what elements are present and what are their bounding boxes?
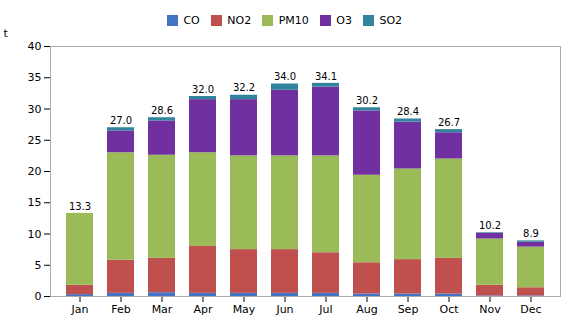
svg-text:Mar: Mar: [152, 303, 173, 316]
svg-text:32.0: 32.0: [192, 84, 214, 95]
svg-text:28.6: 28.6: [151, 105, 173, 116]
svg-text:20: 20: [28, 165, 42, 178]
svg-text:35: 35: [28, 71, 42, 84]
svg-text:34.1: 34.1: [315, 71, 337, 82]
svg-text:8.9: 8.9: [523, 228, 539, 239]
svg-text:Jul: Jul: [318, 303, 332, 316]
svg-text:Aug: Aug: [356, 303, 377, 316]
svg-text:Nov: Nov: [479, 303, 501, 316]
svg-text:27.0: 27.0: [110, 115, 132, 126]
svg-text:28.4: 28.4: [397, 106, 419, 117]
svg-text:5: 5: [35, 259, 42, 272]
svg-text:13.3: 13.3: [69, 201, 91, 212]
svg-text:t: t: [4, 27, 9, 40]
html-text:NO2: NO2: [227, 14, 252, 27]
svg-text:May: May: [233, 303, 256, 316]
svg-text:10.2: 10.2: [479, 220, 501, 231]
svg-text:Dec: Dec: [520, 303, 541, 316]
svg-text:Jan: Jan: [71, 303, 89, 316]
svg-text:Sep: Sep: [398, 303, 419, 316]
svg-text:40: 40: [28, 40, 42, 53]
svg-text:10: 10: [28, 228, 42, 241]
svg-text:26.7: 26.7: [438, 117, 460, 128]
html-text:O3: O3: [336, 14, 352, 27]
svg-text:34.0: 34.0: [274, 71, 296, 82]
svg-text:30: 30: [28, 103, 42, 116]
html-text:PM10: PM10: [278, 14, 309, 27]
svg-text:25: 25: [28, 134, 42, 147]
svg-text:30.2: 30.2: [356, 95, 378, 106]
svg-text:Jun: Jun: [275, 303, 293, 316]
svg-text:Apr: Apr: [193, 303, 213, 316]
svg-text:15: 15: [28, 196, 42, 209]
html-text:CO: CO: [183, 14, 200, 27]
svg-text:0: 0: [35, 290, 42, 303]
svg-text:Oct: Oct: [439, 303, 459, 316]
svg-text:32.2: 32.2: [233, 82, 255, 93]
svg-text:Feb: Feb: [111, 303, 130, 316]
html-text:SO2: SO2: [379, 14, 403, 27]
